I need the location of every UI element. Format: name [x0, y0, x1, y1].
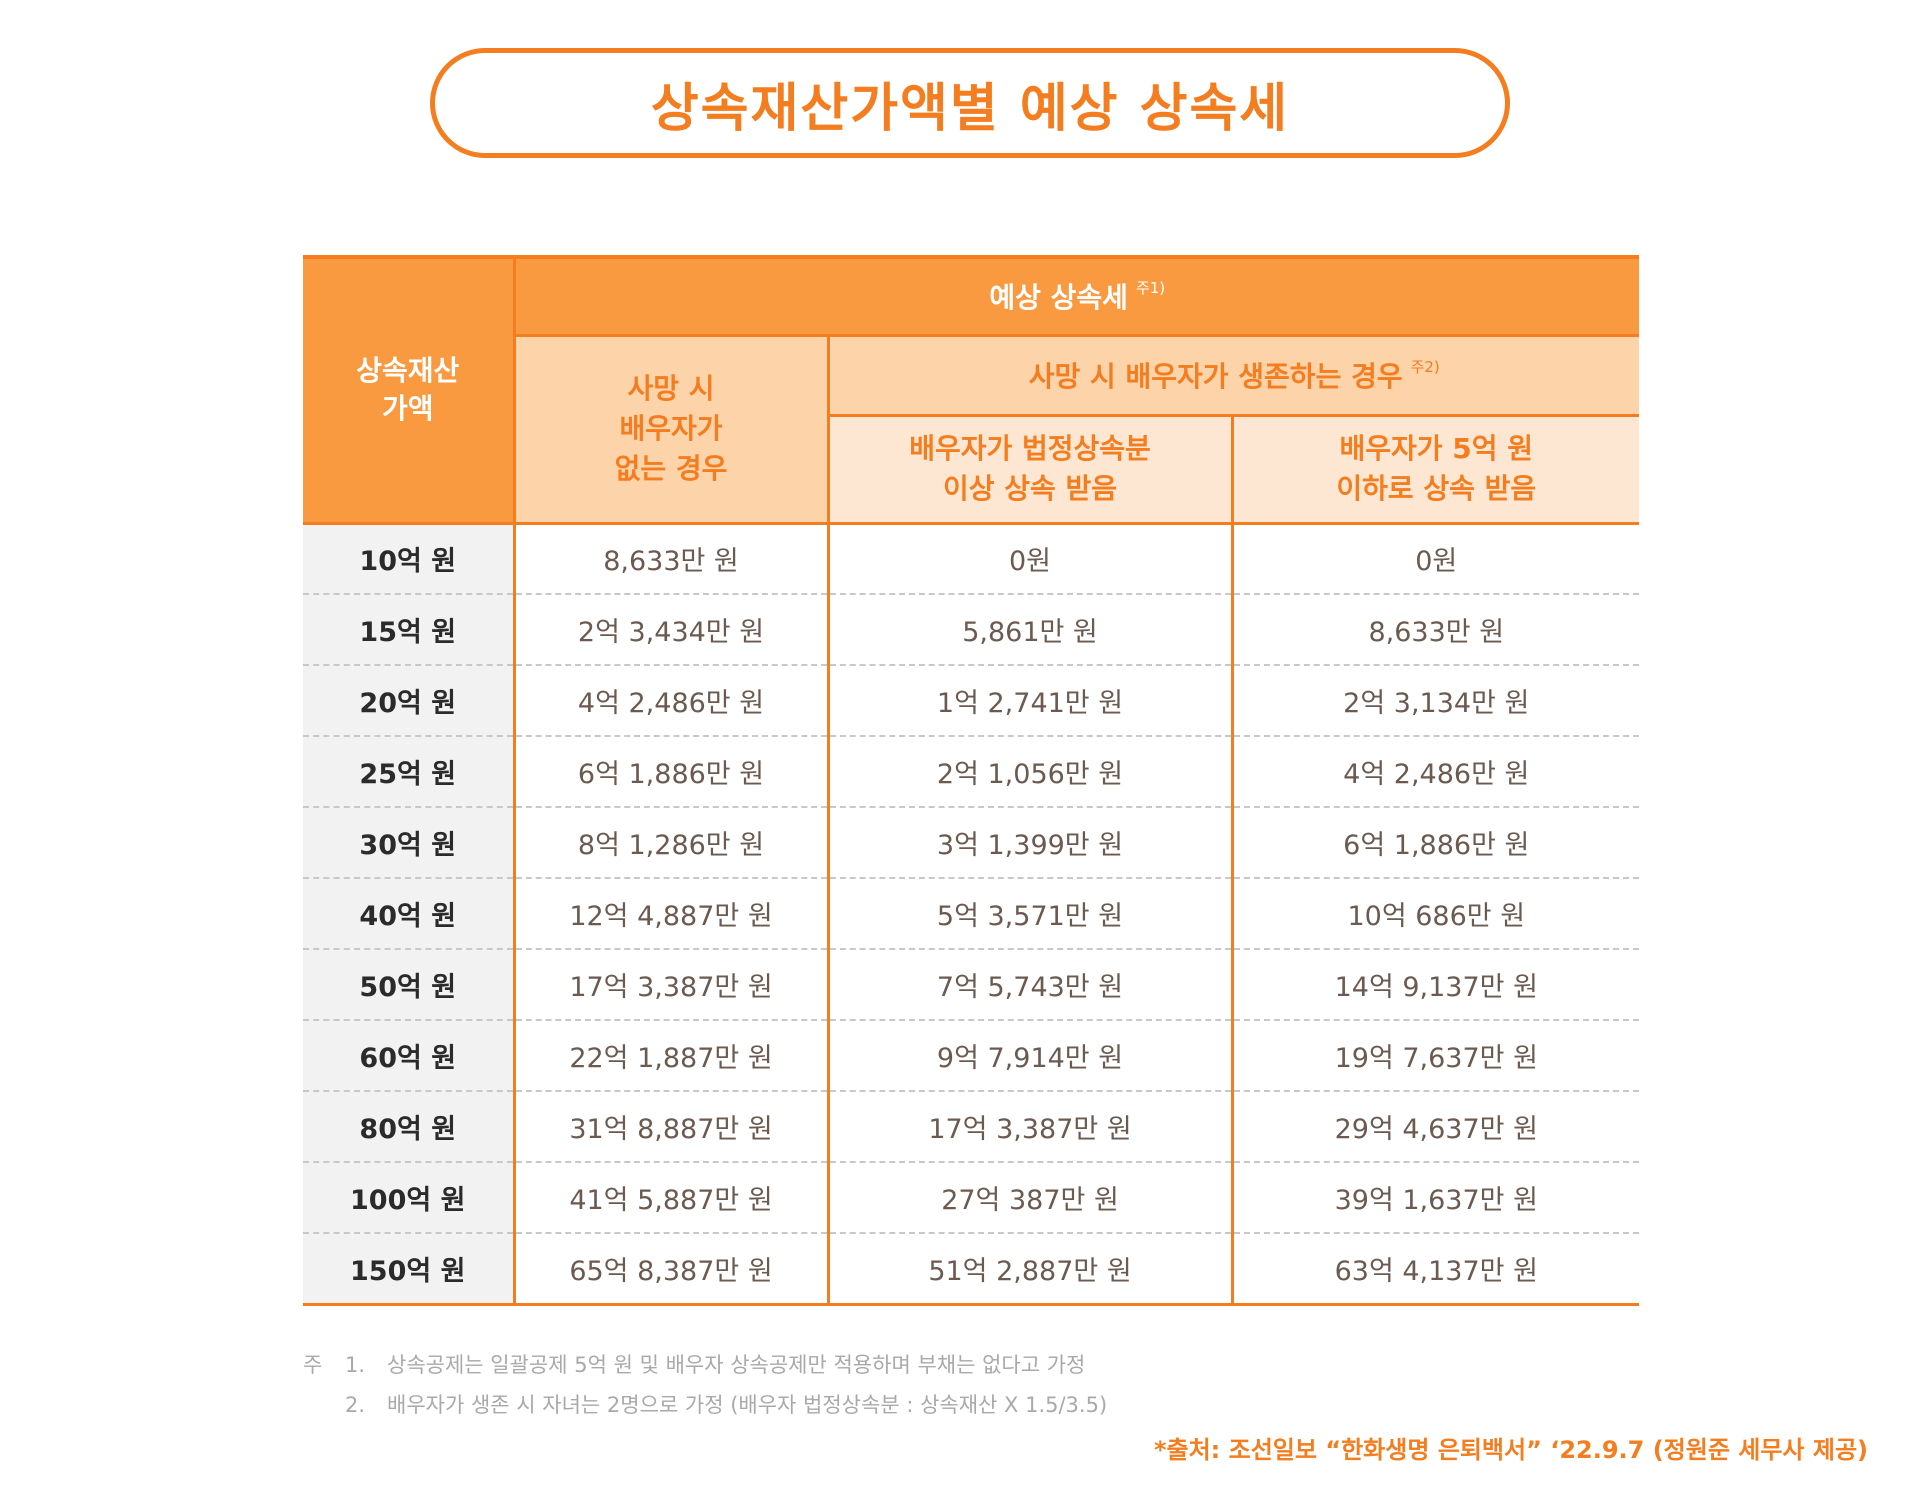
cell-asset: 150억 원: [303, 1233, 516, 1306]
cell-no-spouse: 8,633만 원: [514, 523, 830, 595]
cell-five-eok: 63억 4,137만 원: [1232, 1233, 1640, 1306]
footnote-1: 주 1. 상속공제는 일괄공제 5억 원 및 배우자 상속공제만 적용하며 부채…: [303, 1345, 1107, 1385]
header-no-spouse-line2: 배우자가: [619, 412, 723, 445]
title-box: 상속재산가액별 예상 상속세: [430, 48, 1510, 158]
cell-legal-share: 27억 387만 원: [828, 1162, 1234, 1234]
header-spouse-alive: 사망 시 배우자가 생존하는 경우 주2): [828, 335, 1640, 417]
footnote-mark: 주: [303, 1353, 323, 1377]
cell-no-spouse: 6억 1,886만 원: [514, 736, 830, 808]
cell-legal-share: 1억 2,741만 원: [828, 665, 1234, 737]
cell-asset: 100억 원: [303, 1162, 516, 1234]
header-five-eok-line2: 이하로 상속 받음: [1336, 472, 1537, 505]
table-row: 100억 원 41억 5,887만 원 27억 387만 원 39억 1,637…: [303, 1162, 1640, 1234]
header-legal-share-line1: 배우자가 법정상속분: [909, 432, 1151, 465]
cell-no-spouse: 8억 1,286만 원: [514, 807, 830, 879]
cell-no-spouse: 65억 8,387만 원: [514, 1233, 830, 1306]
cell-no-spouse: 31억 8,887만 원: [514, 1091, 830, 1163]
table-row: 40억 원 12억 4,887만 원 5억 3,571만 원 10억 686만 …: [303, 878, 1640, 950]
cell-five-eok: 0원: [1232, 523, 1640, 595]
header-five-eok: 배우자가 5억 원 이하로 상속 받음: [1232, 415, 1640, 525]
footnote-ref-2: 주2): [1410, 358, 1440, 376]
cell-asset: 10억 원: [303, 523, 516, 595]
footnotes: 주 1. 상속공제는 일괄공제 5억 원 및 배우자 상속공제만 적용하며 부채…: [303, 1345, 1107, 1425]
page-title: 상속재산가액별 예상 상속세: [650, 78, 1290, 139]
cell-five-eok: 8,633만 원: [1232, 594, 1640, 666]
header-no-spouse-line1: 사망 시: [627, 372, 715, 405]
cell-asset: 60억 원: [303, 1020, 516, 1092]
table-row: 150억 원 65억 8,387만 원 51억 2,887만 원 63억 4,1…: [303, 1233, 1640, 1306]
table-row: 15억 원 2억 3,434만 원 5,861만 원 8,633만 원: [303, 594, 1640, 666]
cell-legal-share: 3억 1,399만 원: [828, 807, 1234, 879]
cell-no-spouse: 41억 5,887만 원: [514, 1162, 830, 1234]
cell-legal-share: 0원: [828, 523, 1234, 595]
footnote-number: 1.: [345, 1353, 366, 1377]
cell-asset: 40억 원: [303, 878, 516, 950]
source-credit: *출처: 조선일보 “한화생명 은퇴백서” ‘22.9.7 (정원준 세무사 제…: [1153, 1436, 1868, 1464]
header-asset-line1: 상속재산: [356, 354, 460, 388]
footnote-text: 상속공제는 일괄공제 5억 원 및 배우자 상속공제만 적용하며 부채는 없다고…: [387, 1353, 1086, 1377]
cell-legal-share: 9억 7,914만 원: [828, 1020, 1234, 1092]
header-asset-line2: 가액: [381, 392, 434, 426]
table-row: 60억 원 22억 1,887만 원 9억 7,914만 원 19억 7,637…: [303, 1020, 1640, 1092]
cell-legal-share: 7억 5,743만 원: [828, 949, 1234, 1021]
cell-asset: 25억 원: [303, 736, 516, 808]
cell-five-eok: 10억 686만 원: [1232, 878, 1640, 950]
cell-asset: 15억 원: [303, 594, 516, 666]
cell-no-spouse: 22억 1,887만 원: [514, 1020, 830, 1092]
inheritance-tax-table: 상속재산 가액 예상 상속세 주1) 사망 시 배우자가 없는 경우 사망 시 배…: [303, 255, 1640, 1306]
cell-no-spouse: 17억 3,387만 원: [514, 949, 830, 1021]
cell-five-eok: 39억 1,637만 원: [1232, 1162, 1640, 1234]
footnote-ref-1: 주1): [1135, 279, 1166, 298]
cell-five-eok: 19억 7,637만 원: [1232, 1020, 1640, 1092]
cell-asset: 50억 원: [303, 949, 516, 1021]
cell-asset: 20억 원: [303, 665, 516, 737]
cell-legal-share: 2억 1,056만 원: [828, 736, 1234, 808]
header-expected-tax-label: 예상 상속세: [989, 281, 1128, 315]
cell-legal-share: 51억 2,887만 원: [828, 1233, 1234, 1306]
header-asset-value: 상속재산 가액: [303, 255, 516, 525]
header-legal-share: 배우자가 법정상속분 이상 상속 받음: [828, 415, 1234, 525]
cell-asset: 30억 원: [303, 807, 516, 879]
footnote-number: 2.: [345, 1393, 366, 1417]
header-legal-share-line2: 이상 상속 받음: [942, 472, 1118, 505]
cell-asset: 80억 원: [303, 1091, 516, 1163]
cell-five-eok: 14억 9,137만 원: [1232, 949, 1640, 1021]
cell-legal-share: 17억 3,387만 원: [828, 1091, 1234, 1163]
cell-five-eok: 6억 1,886만 원: [1232, 807, 1640, 879]
footnote-text: 배우자가 생존 시 자녀는 2명으로 가정 (배우자 법정상속분 : 상속재산 …: [387, 1393, 1108, 1417]
footnote-2: 2. 배우자가 생존 시 자녀는 2명으로 가정 (배우자 법정상속분 : 상속…: [303, 1385, 1107, 1425]
header-expected-tax: 예상 상속세 주1): [514, 255, 1640, 337]
cell-legal-share: 5억 3,571만 원: [828, 878, 1234, 950]
table-row: 80억 원 31억 8,887만 원 17억 3,387만 원 29억 4,63…: [303, 1091, 1640, 1163]
cell-no-spouse: 2억 3,434만 원: [514, 594, 830, 666]
table-row: 25억 원 6억 1,886만 원 2억 1,056만 원 4억 2,486만 …: [303, 736, 1640, 808]
cell-no-spouse: 12억 4,887만 원: [514, 878, 830, 950]
cell-no-spouse: 4억 2,486만 원: [514, 665, 830, 737]
header-no-spouse: 사망 시 배우자가 없는 경우: [514, 335, 830, 525]
header-spouse-alive-label: 사망 시 배우자가 생존하는 경우: [1028, 360, 1403, 393]
table-row: 10억 원 8,633만 원 0원 0원: [303, 523, 1640, 595]
table-row: 30억 원 8억 1,286만 원 3억 1,399만 원 6억 1,886만 …: [303, 807, 1640, 879]
table-row: 20억 원 4억 2,486만 원 1억 2,741만 원 2억 3,134만 …: [303, 665, 1640, 737]
cell-legal-share: 5,861만 원: [828, 594, 1234, 666]
table-row: 50억 원 17억 3,387만 원 7억 5,743만 원 14억 9,137…: [303, 949, 1640, 1021]
cell-five-eok: 4억 2,486만 원: [1232, 736, 1640, 808]
header-five-eok-line1: 배우자가 5억 원: [1339, 432, 1534, 465]
cell-five-eok: 2억 3,134만 원: [1232, 665, 1640, 737]
cell-five-eok: 29억 4,637만 원: [1232, 1091, 1640, 1163]
header-no-spouse-line3: 없는 경우: [614, 452, 728, 485]
